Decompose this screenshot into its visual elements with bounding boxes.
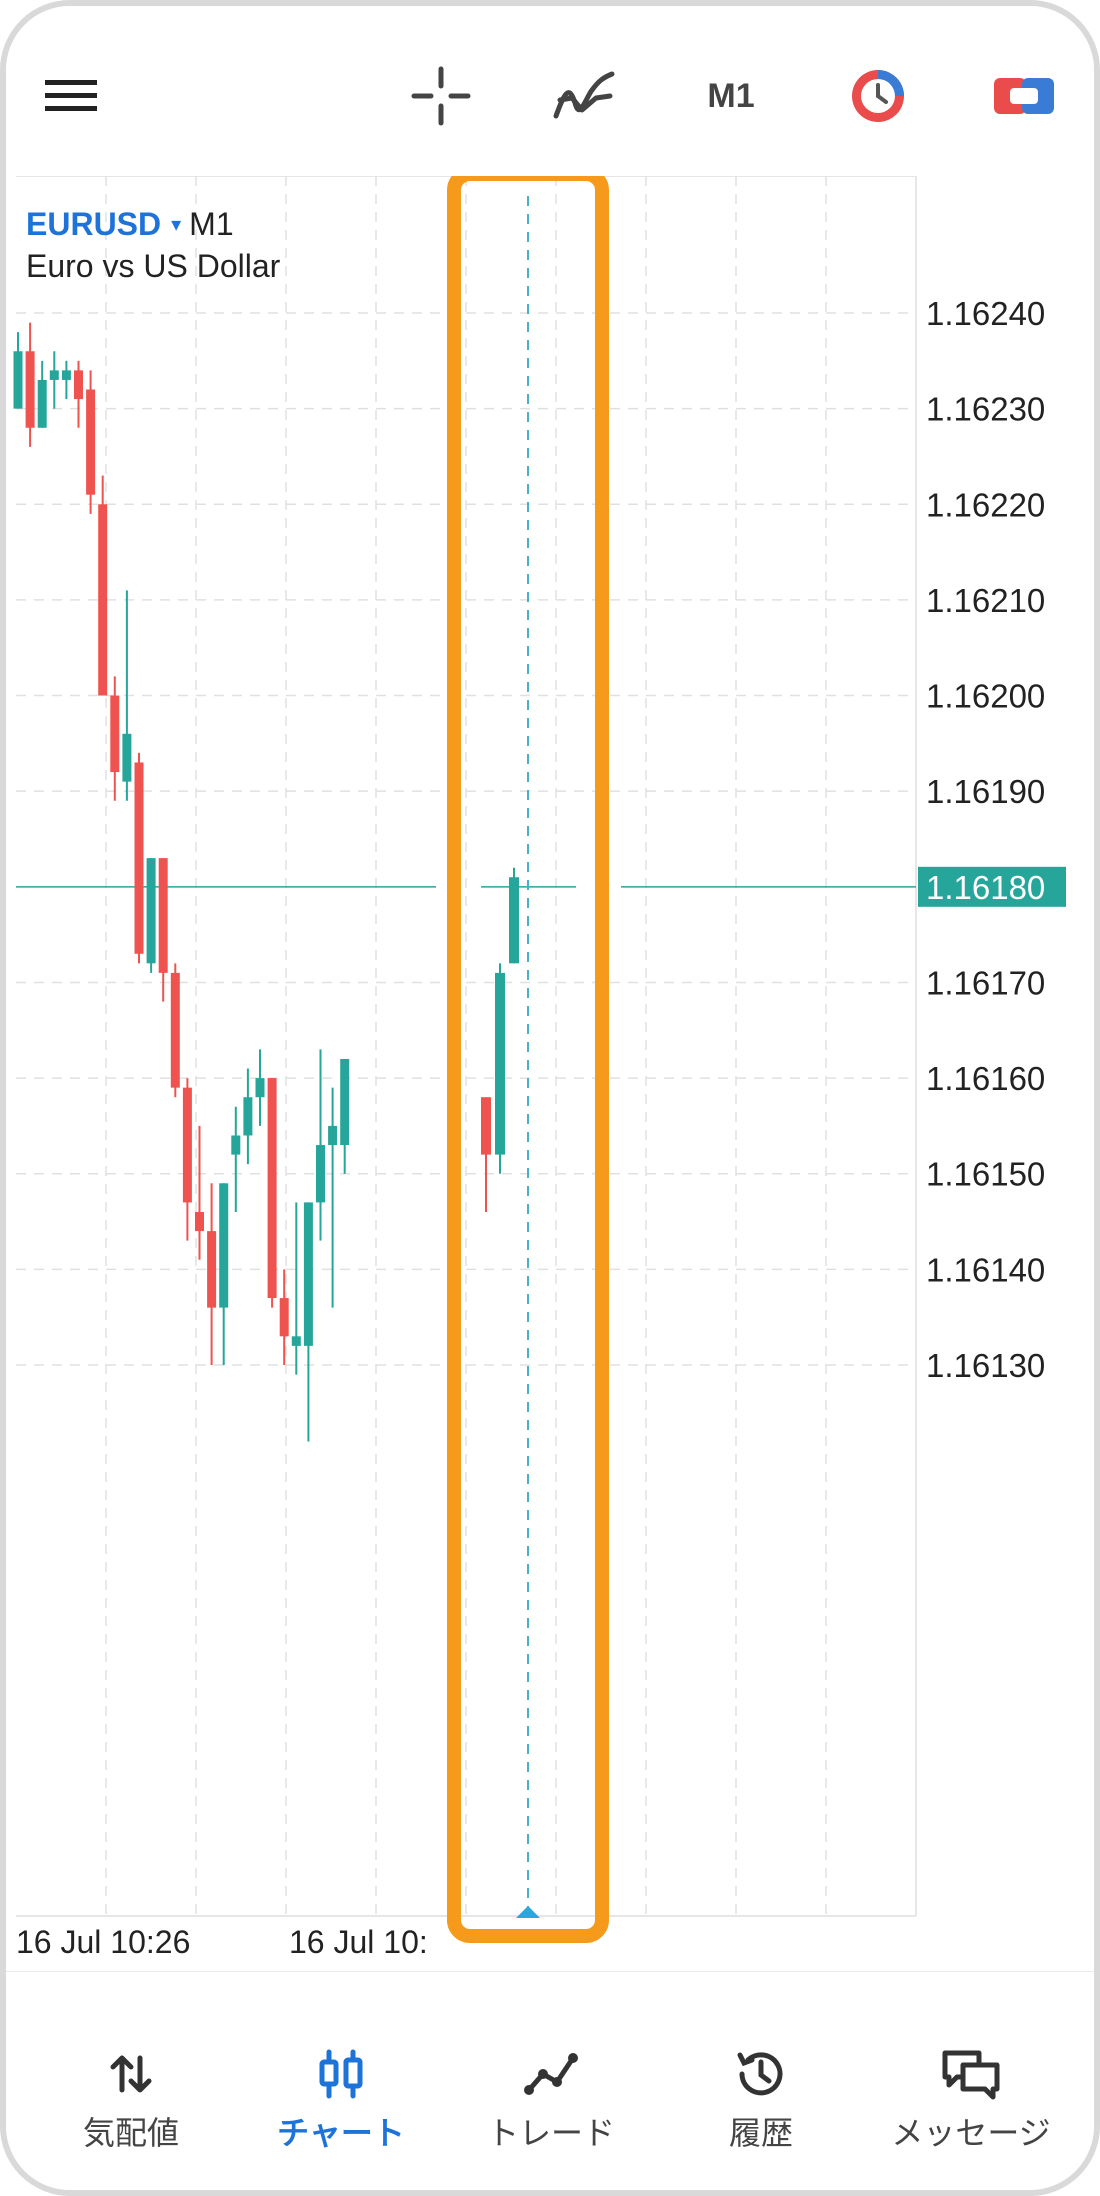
candle-down: [25, 351, 35, 428]
price-tick-label: 1.16240: [926, 295, 1045, 332]
candle-up: [340, 1058, 350, 1146]
nav-quotes[interactable]: 気配値: [26, 2044, 236, 2164]
symbol-header[interactable]: EURUSD ▾ M1: [26, 206, 234, 243]
current-price-badge: [918, 866, 1066, 907]
highlight-box: [447, 176, 609, 1943]
symbol-name[interactable]: EURUSD: [26, 206, 162, 242]
crosshair-icon[interactable]: [401, 56, 481, 136]
top-toolbar: M1: [6, 6, 1094, 176]
candle-down: [481, 1097, 491, 1155]
symbol-description: Euro vs US Dollar: [26, 248, 281, 284]
candle-up: [49, 370, 59, 380]
chart-timeframe: M1: [189, 206, 234, 242]
candle-down: [98, 504, 108, 696]
nav-history-label: 履歴: [728, 2114, 793, 2152]
nav-messages[interactable]: メッセージ: [866, 2044, 1076, 2164]
chart-area[interactable]: 1.16240 1.16230 1.16220 1.16210 1.16200 1.161…: [6, 176, 1100, 1976]
nav-chart[interactable]: チャート: [236, 2044, 446, 2164]
trade-toggle-icon[interactable]: [984, 56, 1064, 136]
price-tick-label: 1.16230: [926, 391, 1045, 428]
nav-quotes-label: 気配値: [82, 2114, 179, 2152]
candle-up: [231, 1135, 241, 1155]
bottom-navigation: 気配値 チャート トレード 履歴 メッセージ: [6, 1971, 1094, 2190]
candlestick-icon: [236, 2044, 446, 2104]
candle-up: [219, 1183, 229, 1308]
candle-down: [182, 1087, 192, 1203]
history-icon: [656, 2044, 866, 2104]
price-tick-label: 1.16140: [926, 1251, 1045, 1288]
time-tick-label: 16 Jul 10:: [289, 1924, 428, 1960]
candle-up: [303, 1202, 313, 1346]
candle-down: [267, 1078, 277, 1299]
candle-up: [291, 1336, 301, 1346]
timeframe-button[interactable]: M1: [691, 56, 771, 136]
price-tick-label: 1.16170: [926, 964, 1045, 1001]
candle-up: [495, 972, 505, 1155]
nav-chart-label: チャート: [277, 2114, 405, 2152]
chevron-down-icon[interactable]: ▾: [171, 214, 182, 236]
price-tick-label: 1.16210: [926, 582, 1045, 619]
candle-up: [61, 370, 71, 380]
indicators-icon[interactable]: [544, 56, 624, 136]
candle-up: [13, 351, 23, 409]
candle-up: [37, 379, 47, 428]
candle-up: [316, 1145, 325, 1203]
candle-down: [279, 1298, 289, 1337]
hamburger-menu-icon[interactable]: [31, 56, 111, 136]
candle-up: [243, 1097, 253, 1136]
candlestick-chart[interactable]: 1.16240 1.16230 1.16220 1.16210 1.16200 1.161…: [6, 176, 1100, 1976]
current-price-label: 1.16180: [926, 869, 1045, 906]
candle-up: [509, 877, 519, 964]
price-tick-label: 1.16150: [926, 1156, 1045, 1193]
candle-up: [255, 1078, 265, 1098]
clock-icon[interactable]: [838, 56, 918, 136]
price-tick-label: 1.16190: [926, 773, 1045, 810]
trade-line-icon: [446, 2044, 656, 2104]
price-tick-label: 1.16160: [926, 1060, 1045, 1097]
nav-messages-label: メッセージ: [891, 2114, 1051, 2152]
price-tick-label: 1.16130: [926, 1347, 1045, 1384]
candle-down: [134, 762, 144, 954]
chat-icon: [866, 2044, 1076, 2104]
nav-history[interactable]: 履歴: [656, 2044, 866, 2164]
candle-down: [158, 858, 168, 973]
nav-trade[interactable]: トレード: [446, 2044, 656, 2164]
candle-up: [328, 1125, 338, 1146]
price-tick-label: 1.16220: [926, 486, 1045, 523]
candle-down: [207, 1231, 217, 1308]
time-tick-label: 16 Jul 10:26: [16, 1924, 190, 1960]
candle-down: [195, 1211, 204, 1232]
candle-up: [122, 733, 132, 782]
candle-up: [146, 858, 156, 964]
candle-down: [74, 370, 83, 400]
price-tick-label: 1.16200: [926, 678, 1045, 715]
candle-down: [170, 972, 180, 1088]
candle-down: [110, 695, 120, 773]
sort-arrows-icon: [26, 2044, 236, 2104]
nav-trade-label: トレード: [486, 2114, 615, 2152]
cursor-marker-icon: [516, 1906, 540, 1918]
timeframe-label: M1: [707, 76, 755, 115]
candle-down: [86, 389, 96, 495]
